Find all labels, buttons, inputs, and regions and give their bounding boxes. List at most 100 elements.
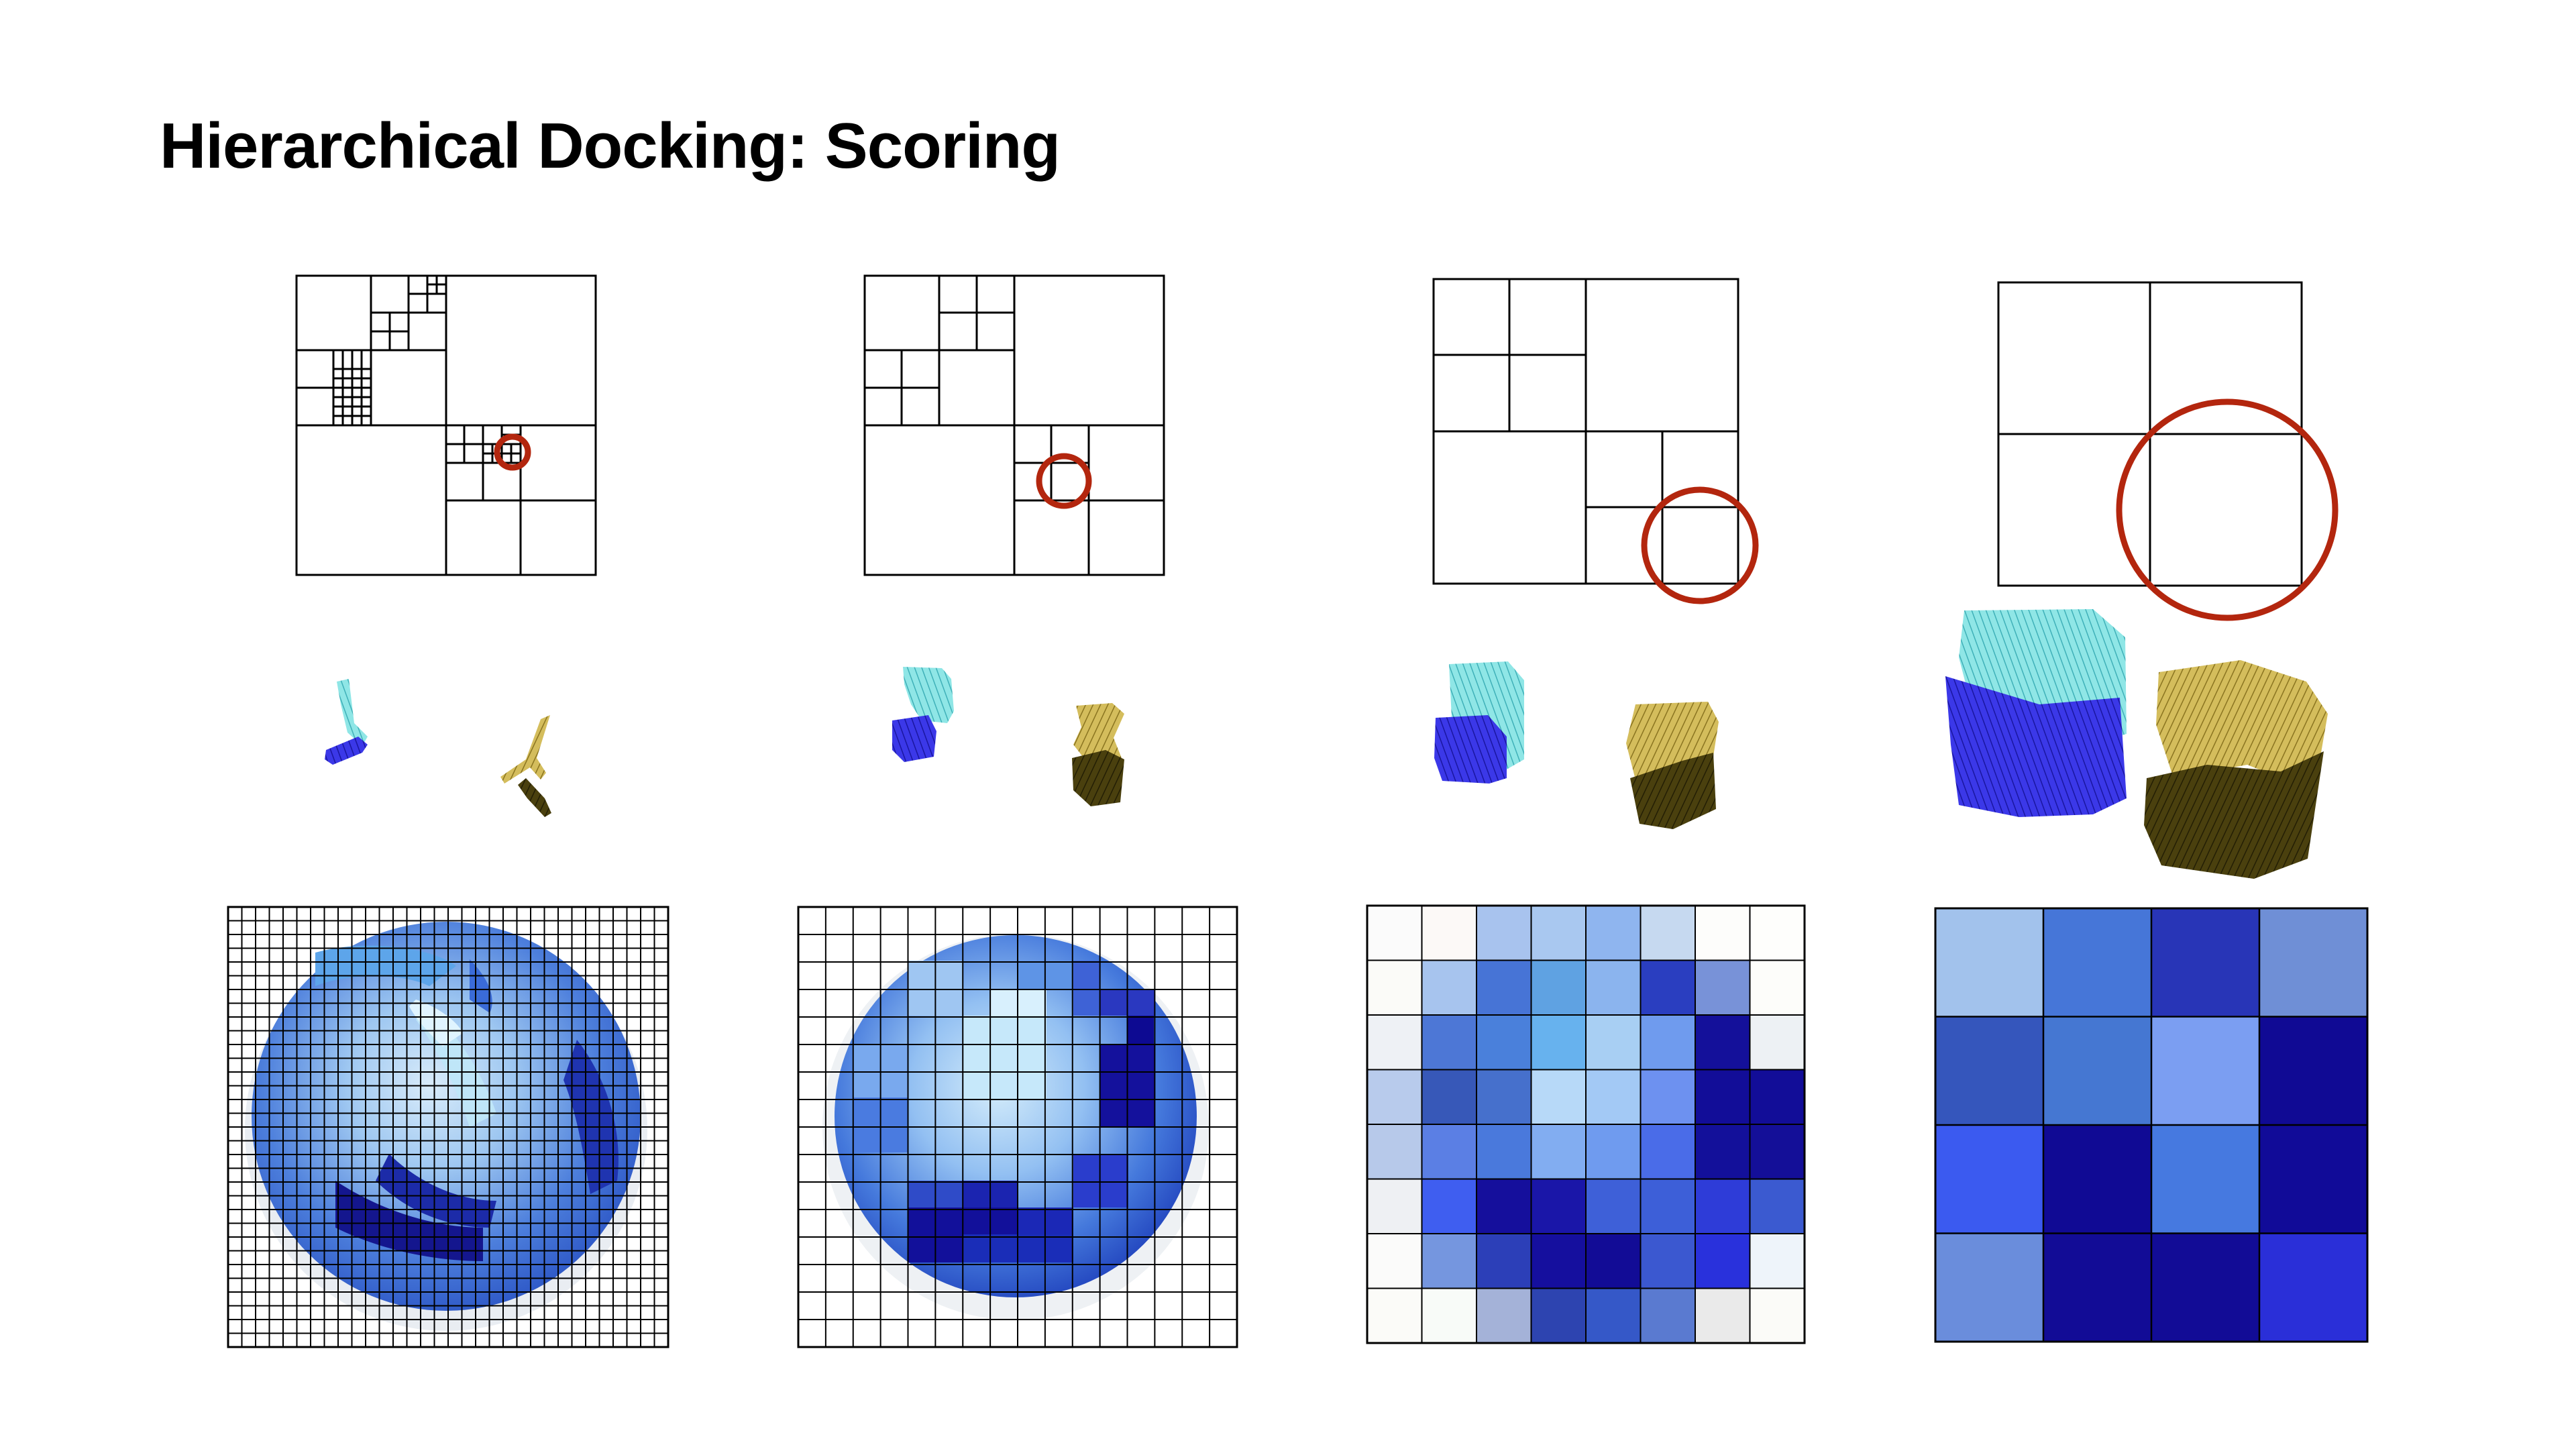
score-grid-8-cell: [1640, 1015, 1696, 1070]
receptor-fragment-level-2: [892, 667, 954, 762]
score-grid-4-cell: [2043, 908, 2152, 1017]
score-grid-4-cell: [2259, 1016, 2368, 1126]
score-grid-8-cell: [1477, 1124, 1532, 1179]
score-grid-4-cell: [2259, 1125, 2368, 1234]
score-grid-8-cell: [1695, 1179, 1750, 1234]
score-grid-8-cell: [1695, 1069, 1750, 1125]
score-grid-8-cell: [1421, 960, 1477, 1016]
score-grid-8-cell: [1586, 1179, 1641, 1234]
ligand-fragment-level-2: [1072, 703, 1124, 806]
octree-diagram-level-2: [863, 274, 1165, 576]
score-grid-8: [1366, 904, 1806, 1344]
score-grid-8-cell: [1695, 906, 1750, 961]
ligand-fragment-level-3: [1626, 702, 1719, 829]
score-grid-8-cell: [1421, 1234, 1477, 1289]
page-title: Hierarchical Docking: Scoring: [160, 110, 1061, 182]
score-grid-4-cell: [2259, 908, 2368, 1017]
score-grid-8-cell: [1421, 1069, 1477, 1125]
score-grid-8-cell: [1750, 1234, 1805, 1289]
score-grid-8-cell: [1640, 1288, 1696, 1344]
score-grid-8-cell: [1586, 1288, 1641, 1344]
score-grid-32: [227, 906, 669, 1348]
receptor-fragment-level-4: [1945, 609, 2127, 817]
score-grid-8-cell: [1695, 1015, 1750, 1070]
score-grid-8-cell: [1586, 906, 1641, 961]
score-grid-4-cell: [2151, 908, 2260, 1017]
score-grid-8-cell: [1750, 960, 1805, 1016]
score-grid-8-cell: [1586, 1069, 1641, 1125]
score-grid-4: [1934, 907, 2369, 1343]
score-grid-8-cell: [1421, 1015, 1477, 1070]
score-grid-8-cell: [1421, 906, 1477, 961]
score-grid-8-cell: [1640, 960, 1696, 1016]
score-grid-4-cell: [1935, 1125, 2044, 1234]
score-grid-8-cell: [1531, 1179, 1587, 1234]
score-grid-8-cell: [1367, 906, 1422, 961]
score-grid-8-cell: [1367, 1015, 1422, 1070]
score-grid-8-cell: [1640, 906, 1696, 961]
score-grid-8-cell: [1695, 1124, 1750, 1179]
score-grid-8-cell: [1640, 1234, 1696, 1289]
score-grid-8-cell: [1367, 1124, 1422, 1179]
score-grid-8-cell: [1477, 960, 1532, 1016]
score-grid-8-cell: [1531, 1234, 1587, 1289]
score-grid-8-cell: [1750, 1288, 1805, 1344]
score-grid-8-cell: [1531, 1069, 1587, 1125]
score-grid-8-cell: [1477, 906, 1532, 961]
score-grid-8-cell: [1695, 1234, 1750, 1289]
ligand-fragment-level-1: [500, 715, 551, 817]
highlight-circle-level-1: [494, 433, 531, 471]
score-grid-8-cell: [1531, 1124, 1587, 1179]
score-grid-8-cell: [1586, 1234, 1641, 1289]
score-grid-8-cell: [1477, 1069, 1532, 1125]
score-grid-8-cell: [1367, 1069, 1422, 1125]
score-grid-8-cell: [1367, 1179, 1422, 1234]
score-grid-8-cell: [1586, 1015, 1641, 1070]
score-grid-8-cell: [1477, 1234, 1532, 1289]
score-grid-8-cell: [1477, 1015, 1532, 1070]
score-grid-8-cell: [1477, 1288, 1532, 1344]
score-grid-8-cell: [1421, 1124, 1477, 1179]
receptor-fragment-level-1: [325, 679, 368, 765]
highlight-circle-level-4: [2116, 398, 2339, 621]
ligand-fragment-level-4: [2144, 660, 2328, 879]
score-grid-8-cell: [1586, 960, 1641, 1016]
score-grid-8-cell: [1695, 1288, 1750, 1344]
score-grid-8-cell: [1695, 960, 1750, 1016]
score-grid-8-cell: [1367, 960, 1422, 1016]
highlight-circle-level-2: [1036, 453, 1092, 509]
score-grid-8-cell: [1750, 1015, 1805, 1070]
score-grid-4-cell: [1935, 1016, 2044, 1126]
score-grid-4-cell: [2043, 1016, 2152, 1126]
receptor-fragment-level-3: [1434, 661, 1524, 784]
score-grid-8-cell: [1421, 1179, 1477, 1234]
score-grid-8-cell: [1750, 1179, 1805, 1234]
score-grid-4-cell: [2259, 1233, 2368, 1342]
score-grid-4-cell: [2043, 1233, 2152, 1342]
score-grid-8-cell: [1640, 1069, 1696, 1125]
score-grid-4-cell: [1935, 1233, 2044, 1342]
score-grid-4-cell: [2151, 1016, 2260, 1126]
score-grid-8-cell: [1421, 1288, 1477, 1344]
score-grid-8-cell: [1750, 906, 1805, 961]
score-grid-8-cell: [1750, 1124, 1805, 1179]
score-grid-8-cell: [1367, 1288, 1422, 1344]
score-grid-8-cell: [1640, 1124, 1696, 1179]
score-grid-8-cell: [1531, 960, 1587, 1016]
score-grid-8-cell: [1531, 1288, 1587, 1344]
score-grid-8-cell: [1640, 1179, 1696, 1234]
score-grid-4-cell: [2151, 1233, 2260, 1342]
score-grid-8-cell: [1586, 1124, 1641, 1179]
octree-diagram-level-3: [1432, 278, 1739, 585]
octree-diagram-level-1: [295, 274, 597, 576]
score-grid-4-cell: [1935, 908, 2044, 1017]
score-grid-4-cell: [2043, 1125, 2152, 1234]
score-grid-8-cell: [1477, 1179, 1532, 1234]
score-grid-8-cell: [1367, 1234, 1422, 1289]
score-grid-8-cell: [1750, 1069, 1805, 1125]
score-grid-16: [797, 906, 1238, 1348]
highlight-circle-level-3: [1641, 486, 1759, 604]
score-grid-8-cell: [1531, 906, 1587, 961]
score-grid-8-cell: [1531, 1015, 1587, 1070]
